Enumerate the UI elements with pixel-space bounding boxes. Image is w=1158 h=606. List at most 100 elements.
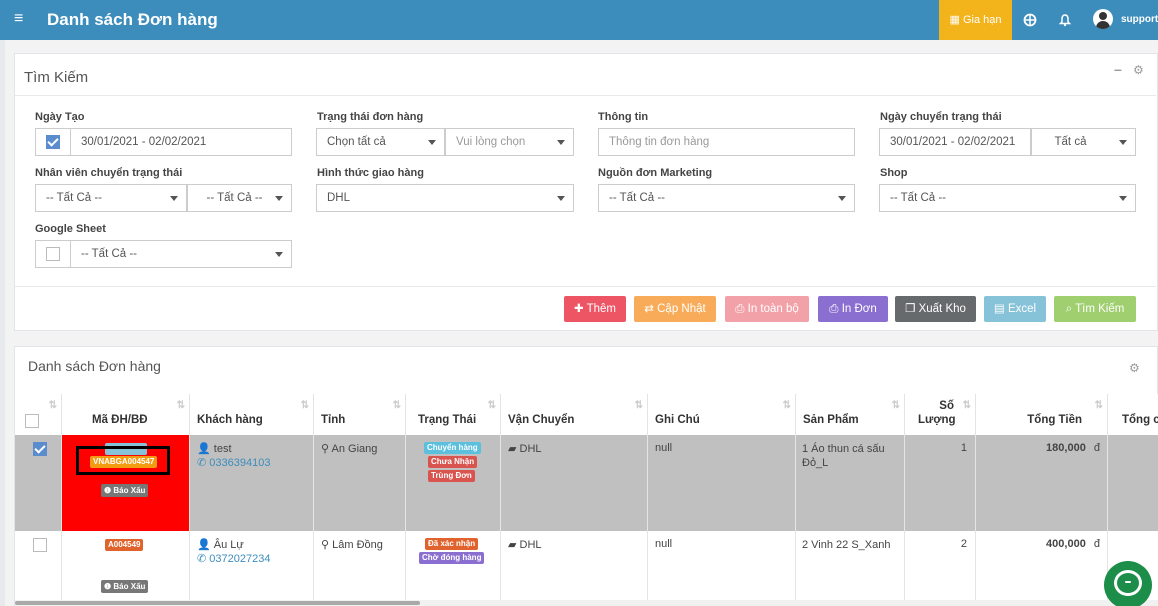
sort-icon[interactable]: ⇅ <box>48 400 58 411</box>
created-date-checkbox-wrap[interactable] <box>35 128 71 156</box>
column-header-customer-label: Khách hàng <box>197 414 263 426</box>
column-header-total2-label: Tổng c <box>1122 414 1158 426</box>
print-order-button[interactable]: ⎙ In Đơn <box>818 296 888 322</box>
horizontal-scrollbar[interactable] <box>15 600 1158 606</box>
gsheet-checkbox[interactable] <box>46 247 60 261</box>
chevron-down-icon <box>557 196 565 201</box>
customer-phone[interactable]: 0372027234 <box>209 553 271 565</box>
report-bad-button[interactable]: ❶ Báo Xấu <box>101 580 149 593</box>
gsheet-label: Google Sheet <box>35 223 106 235</box>
gsheet-select[interactable]: -- Tất Cả -- <box>70 240 292 268</box>
column-header-note[interactable]: Ghi Chú ⇅ <box>648 394 796 435</box>
row-checkbox[interactable] <box>33 538 47 552</box>
order-status-select[interactable]: Chọn tất cả <box>316 128 445 156</box>
add-button[interactable]: ✚ Thêm <box>564 296 626 322</box>
sort-icon: ⇅ <box>487 400 497 411</box>
qty-cell: 2 <box>905 531 976 600</box>
order-status-value: Chọn tất cả <box>327 136 386 148</box>
staff-label: Nhân viên chuyển trạng thái <box>35 167 183 179</box>
print-all-button[interactable]: ⎙ In toàn bộ <box>725 296 809 322</box>
update-button[interactable]: ⇄ Cập Nhật <box>634 296 716 322</box>
collapse-icon[interactable]: – <box>1114 61 1122 77</box>
search-button[interactable]: ⌕ Tìm Kiếm <box>1054 296 1136 322</box>
export-stock-button[interactable]: ❒ Xuất Kho <box>895 296 976 322</box>
order-code-badge[interactable]: VNABGA004547 <box>90 456 158 468</box>
province-cell: ⚲ An Giang <box>314 435 406 531</box>
currency: đ <box>1093 538 1100 550</box>
orders-panel-title: Danh sách Đơn hàng <box>28 358 161 374</box>
chevron-down-icon <box>557 140 565 145</box>
column-header-total-label: Tổng Tiền <box>1027 414 1082 426</box>
scrollbar-thumb[interactable] <box>15 601 420 605</box>
status-badge: Đã xác nhận <box>425 538 479 550</box>
staff-select-2[interactable]: -- Tất Cả -- <box>187 184 292 212</box>
user-icon: 👤 <box>197 539 211 551</box>
user-avatar-icon[interactable] <box>1093 9 1113 29</box>
gear-icon[interactable]: ⚙ <box>1129 361 1140 375</box>
shipping-select[interactable]: DHL <box>316 184 574 212</box>
column-header-status[interactable]: Trạng Thái ⇅ <box>406 394 501 435</box>
sort-icon: ⇅ <box>1094 400 1104 411</box>
marketing-select[interactable]: -- Tất Cả -- <box>598 184 855 212</box>
staff-value-2: -- Tất Cả -- <box>206 192 263 204</box>
column-header-total[interactable]: Tổng Tiền ⇅ <box>976 394 1108 435</box>
total2-cell <box>1108 435 1158 531</box>
status-change-date-option-select[interactable]: Tất cả <box>1031 128 1136 156</box>
created-date-checkbox[interactable] <box>46 135 60 149</box>
info-input[interactable]: Thông tin đơn hàng <box>598 128 855 156</box>
column-header-code[interactable]: Mã ĐH/BĐ ⇅ <box>62 394 190 435</box>
renew-button[interactable]: ▦ Gia hạn <box>939 0 1012 40</box>
column-header-shipping[interactable]: Vận Chuyển ⇅ <box>501 394 648 435</box>
renew-label: Gia hạn <box>962 14 1002 26</box>
phone-icon: ✆ <box>197 553 207 565</box>
total-value: 180,000 <box>1046 442 1086 454</box>
status-cell: Đã xác nhận Chờ đóng hàng <box>406 531 501 600</box>
order-substatus-select[interactable]: Vui lòng chọn <box>445 128 574 156</box>
shipping-label: Hình thức giao hàng <box>317 167 424 179</box>
note-value: null <box>655 442 673 454</box>
row-select-cell <box>15 435 62 531</box>
status-cell: Chuyển hàng Chưa Nhận Trùng Đơn <box>406 435 501 531</box>
username[interactable]: support <box>1121 14 1158 25</box>
excel-button-label: Excel <box>1007 303 1037 315</box>
search-icon: ⌕ <box>1065 303 1073 315</box>
marketing-label: Nguồn đơn Marketing <box>598 167 713 179</box>
gear-icon[interactable]: ⚙ <box>1133 63 1144 77</box>
menu-toggle-icon[interactable]: ≡ <box>14 10 24 27</box>
created-date-input[interactable]: 30/01/2021 - 02/02/2021 <box>70 128 292 156</box>
status-change-date-input[interactable]: 30/01/2021 - 02/02/2021 <box>879 128 1031 156</box>
column-header-shipping-label: Vận Chuyển <box>508 414 575 426</box>
select-all-checkbox[interactable] <box>25 414 39 428</box>
search-button-label: Tìm Kiếm <box>1075 303 1125 315</box>
product-cell: 1 Áo thun cá sấu Đỏ_L <box>796 435 905 531</box>
excel-button[interactable]: ▤ Excel <box>984 296 1046 322</box>
map-marker-icon: ⚲ <box>321 443 330 455</box>
column-header-total2[interactable]: Tổng c <box>1108 394 1158 435</box>
shop-select[interactable]: -- Tất Cả -- <box>879 184 1136 212</box>
order-code-cell: A00000 VNABGA004547 ❶ Báo Xấu <box>62 435 190 531</box>
row-checkbox[interactable] <box>33 442 47 456</box>
column-header-customer[interactable]: Khách hàng ⇅ <box>190 394 314 435</box>
column-header-province-label: Tỉnh <box>321 414 346 426</box>
staff-select[interactable]: -- Tất Cả -- <box>35 184 187 212</box>
info-label: Thông tin <box>598 111 649 123</box>
gsheet-checkbox-wrap[interactable] <box>35 240 71 268</box>
top-navbar: ≡ Danh sách Đơn hàng ▦ Gia hạn support <box>0 0 1158 40</box>
update-button-label: Cập Nhật <box>657 303 706 315</box>
truck-icon: ▰ <box>508 443 517 455</box>
globe-icon[interactable] <box>1022 12 1038 28</box>
qty-value: 1 <box>960 442 967 454</box>
divider <box>15 286 1156 287</box>
column-header-province[interactable]: Tỉnh ⇅ <box>314 394 406 435</box>
print-order-button-label: In Đơn <box>841 303 877 315</box>
order-code-badge[interactable]: A004549 <box>105 539 144 551</box>
bell-icon[interactable] <box>1057 12 1073 28</box>
customer-phone[interactable]: 0336394103 <box>209 457 271 469</box>
info-circle-icon: ❶ <box>104 486 112 495</box>
chat-widget-button[interactable] <box>1104 561 1152 606</box>
column-header-qty[interactable]: Số Lượng ⇅ <box>905 394 976 435</box>
column-header-product[interactable]: Sản Phẩm ⇅ <box>796 394 905 435</box>
report-bad-button[interactable]: ❶ Báo Xấu <box>101 484 149 497</box>
report-bad-label: Báo Xấu <box>113 582 146 591</box>
chevron-down-icon <box>1119 140 1127 145</box>
